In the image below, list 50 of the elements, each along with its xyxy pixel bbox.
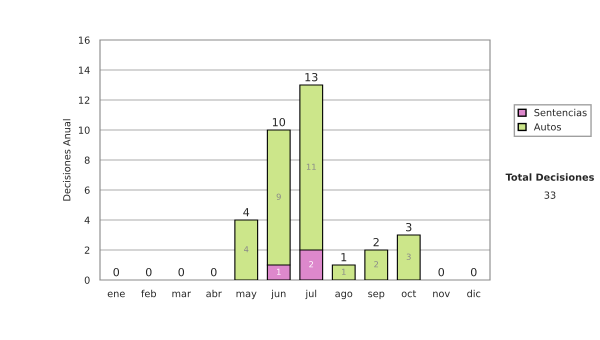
- text: Total Decisiones: [506, 173, 594, 181]
- data-label: 9: [276, 194, 281, 200]
- x-tick-label: feb: [141, 290, 156, 298]
- total-label: 0: [146, 268, 152, 276]
- total-label: 2: [374, 238, 379, 246]
- total-label: 3: [406, 222, 412, 232]
- y-tick-label: 4: [84, 216, 90, 224]
- y-tick-label: 2: [84, 246, 90, 254]
- total-label: 13: [305, 72, 318, 82]
- x-tick-label: nov: [433, 292, 450, 298]
- data-label: 1: [277, 268, 281, 275]
- x-tick-label: sep: [368, 292, 384, 300]
- data-label: 4: [244, 246, 248, 252]
- x-tick-label: abr: [206, 290, 222, 298]
- y-tick-label: 10: [78, 126, 90, 134]
- data-label: 1: [342, 268, 346, 275]
- y-tick-label: 8: [84, 156, 90, 164]
- total-label: 10: [272, 118, 286, 126]
- x-tick-label: ene: [108, 292, 125, 298]
- y-tick-label: 16: [78, 36, 90, 44]
- legend-label: Sentencias: [534, 108, 587, 116]
- bar: [332, 264, 356, 280]
- total-label: 4: [243, 208, 250, 216]
- y-tick-label: 6: [84, 186, 90, 194]
- x-tick-label: jul: [305, 290, 316, 300]
- text: 33: [544, 191, 556, 199]
- x-tick-label: may: [236, 292, 257, 300]
- legend-label: Autos: [534, 123, 561, 131]
- x-tick-label: dic: [467, 290, 480, 298]
- bar: [396, 234, 421, 280]
- total-label: 1: [341, 253, 346, 262]
- total-label: 0: [438, 268, 444, 276]
- total-label: 0: [178, 268, 184, 276]
- data-label: 11: [306, 164, 316, 170]
- total-label: 0: [470, 268, 477, 276]
- x-tick-label: mar: [172, 292, 191, 298]
- total-label: 0: [113, 268, 120, 276]
- bar: [364, 249, 388, 280]
- y-tick-label: 0: [84, 276, 90, 284]
- data-label: 3: [406, 254, 411, 260]
- y-tick-label: 12: [78, 96, 90, 104]
- bar: [234, 219, 258, 280]
- x-tick-label: jun: [271, 290, 286, 300]
- y-tick-label: 14: [78, 66, 90, 74]
- data-label: 2: [309, 261, 314, 268]
- x-tick-label: oct: [402, 290, 416, 298]
- y-axis-title: Decisiones Anual: [62, 119, 70, 201]
- total-label: 0: [210, 268, 217, 276]
- x-tick-label: ago: [335, 292, 352, 300]
- data-label: 2: [374, 261, 378, 268]
